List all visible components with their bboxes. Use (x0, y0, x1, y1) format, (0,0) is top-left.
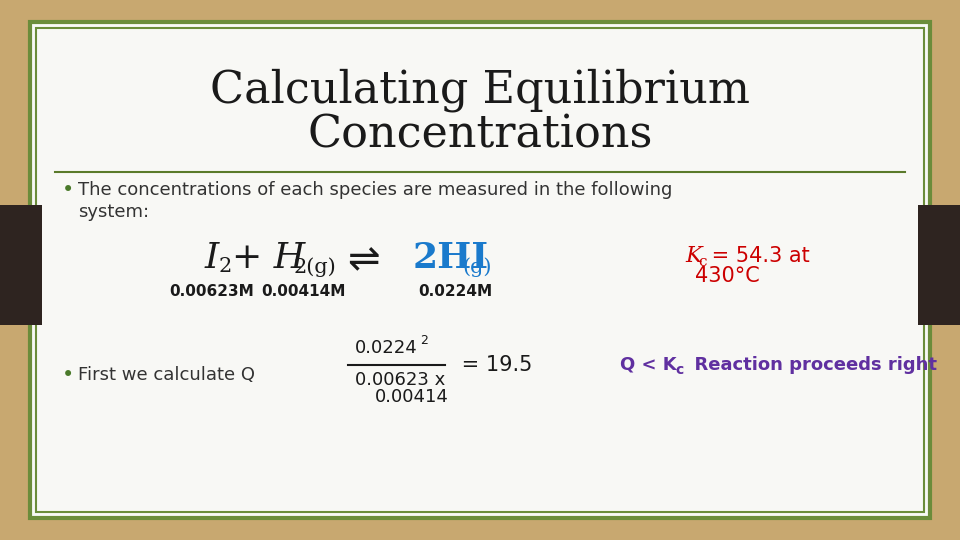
Text: 0.00414M: 0.00414M (261, 285, 346, 300)
Text: •: • (62, 365, 74, 385)
Text: Concentrations: Concentrations (307, 113, 653, 157)
Bar (918, 205, 960, 325)
Text: 430°C: 430°C (695, 266, 759, 286)
Text: c: c (675, 363, 684, 377)
Text: 2HI: 2HI (413, 241, 490, 275)
Text: 0.00623 x: 0.00623 x (355, 371, 445, 389)
Text: 2(g): 2(g) (294, 257, 337, 277)
Text: ⇌: ⇌ (347, 241, 379, 279)
Text: First we calculate Q: First we calculate Q (78, 366, 255, 384)
Text: Reaction proceeds right: Reaction proceeds right (682, 356, 937, 374)
Text: •: • (62, 180, 74, 200)
Text: (g): (g) (462, 257, 492, 277)
Text: 0.00414: 0.00414 (375, 388, 449, 406)
Text: 0.0224M: 0.0224M (418, 285, 492, 300)
Text: 2: 2 (420, 334, 428, 348)
Text: + H: + H (232, 241, 305, 275)
Text: system:: system: (78, 203, 149, 221)
Text: 0.0224: 0.0224 (355, 339, 418, 357)
Text: 0.00623M: 0.00623M (170, 285, 254, 300)
Bar (0, 205, 42, 325)
Text: 2: 2 (219, 258, 232, 276)
Text: The concentrations of each species are measured in the following: The concentrations of each species are m… (78, 181, 672, 199)
Text: = 54.3 at: = 54.3 at (705, 246, 809, 266)
Text: I: I (205, 241, 219, 275)
Text: = 19.5: = 19.5 (455, 355, 533, 375)
Text: Calculating Equilibrium: Calculating Equilibrium (210, 68, 750, 112)
FancyBboxPatch shape (30, 22, 930, 518)
Text: K: K (685, 245, 702, 267)
Text: c: c (698, 255, 707, 269)
Text: Q < K: Q < K (620, 356, 677, 374)
